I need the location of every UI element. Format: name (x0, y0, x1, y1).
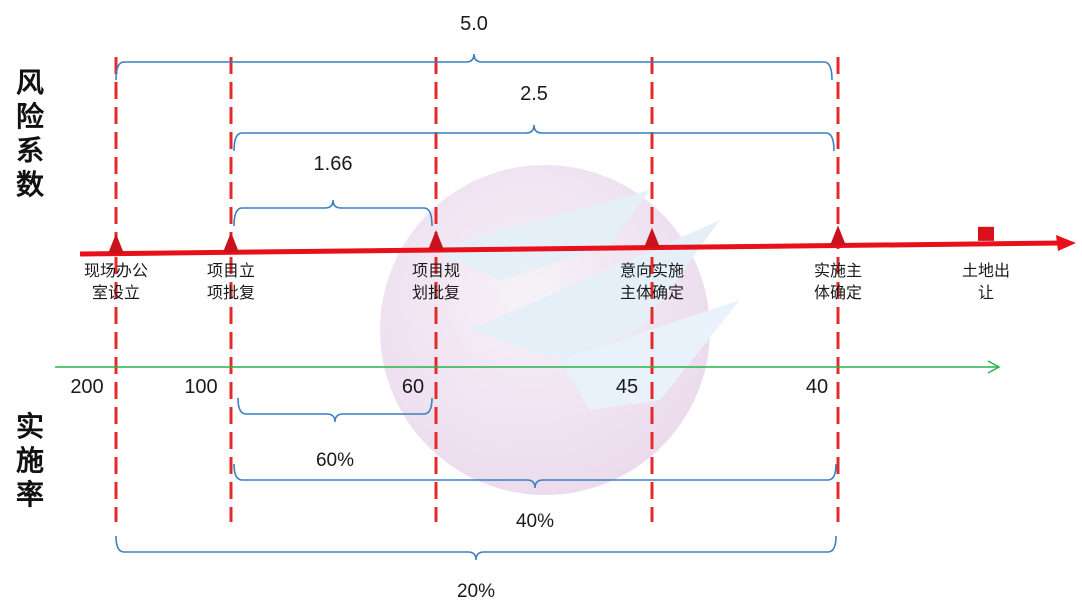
rate-brace-label: 40% (516, 511, 554, 532)
milestone-label: 主体确定 (620, 283, 684, 302)
milestone-triangle-marker (830, 225, 846, 246)
implementation-rate-side-label: 实 (16, 410, 44, 443)
risk-brace (233, 124, 835, 152)
milestone-label: 体确定 (814, 283, 862, 302)
rate-axis-arrowhead (987, 360, 1001, 374)
milestone-triangle-marker (428, 230, 444, 251)
risk-coefficient-side-label: 风 (16, 66, 44, 99)
milestone-label: 土地出 (962, 261, 1010, 280)
milestone-square-marker (978, 226, 994, 241)
implementation-rate-value: 40 (806, 376, 828, 398)
risk-coefficient-side-label: 系 (16, 134, 44, 167)
risk-timeline-arrowhead (1056, 235, 1076, 251)
rate-brace (237, 397, 433, 423)
risk-brace-label: 2.5 (520, 83, 548, 105)
milestone-triangle-marker (223, 232, 239, 253)
milestone-triangle-marker (108, 233, 124, 254)
milestone-label: 现场办公 (84, 261, 148, 280)
rate-brace (115, 535, 837, 561)
risk-brace (233, 199, 433, 227)
risk-coefficient-side-label: 数 (16, 168, 45, 201)
milestone-label: 室设立 (92, 283, 140, 302)
milestone-triangle-marker (644, 227, 660, 248)
milestone-label: 项目立 (207, 261, 255, 280)
milestone-label: 划批复 (412, 283, 460, 302)
implementation-rate-value: 100 (184, 376, 217, 398)
implementation-rate-value: 60 (402, 376, 424, 398)
implementation-rate-value: 200 (70, 376, 103, 398)
rate-brace-label: 60% (316, 450, 354, 471)
implementation-rate-side-label: 率 (16, 478, 44, 511)
milestone-label: 意向实施 (620, 261, 684, 280)
risk-brace-label: 1.66 (314, 153, 353, 175)
watermark-logo (380, 165, 740, 495)
implementation-rate-value: 45 (616, 376, 638, 398)
milestone-label: 项批复 (207, 283, 255, 302)
risk-timeline-axis (79, 240, 1063, 257)
rate-brace-label: 20% (457, 581, 495, 602)
milestone-label: 实施主 (814, 261, 862, 280)
risk-coefficient-side-label: 险 (16, 100, 45, 133)
implementation-rate-side-label: 施 (16, 444, 44, 477)
risk-brace-label: 5.0 (460, 13, 488, 35)
milestone-label: 项目规 (412, 261, 460, 280)
risk-brace (115, 53, 833, 81)
milestone-label: 让 (978, 283, 994, 302)
rate-brace (233, 463, 837, 489)
